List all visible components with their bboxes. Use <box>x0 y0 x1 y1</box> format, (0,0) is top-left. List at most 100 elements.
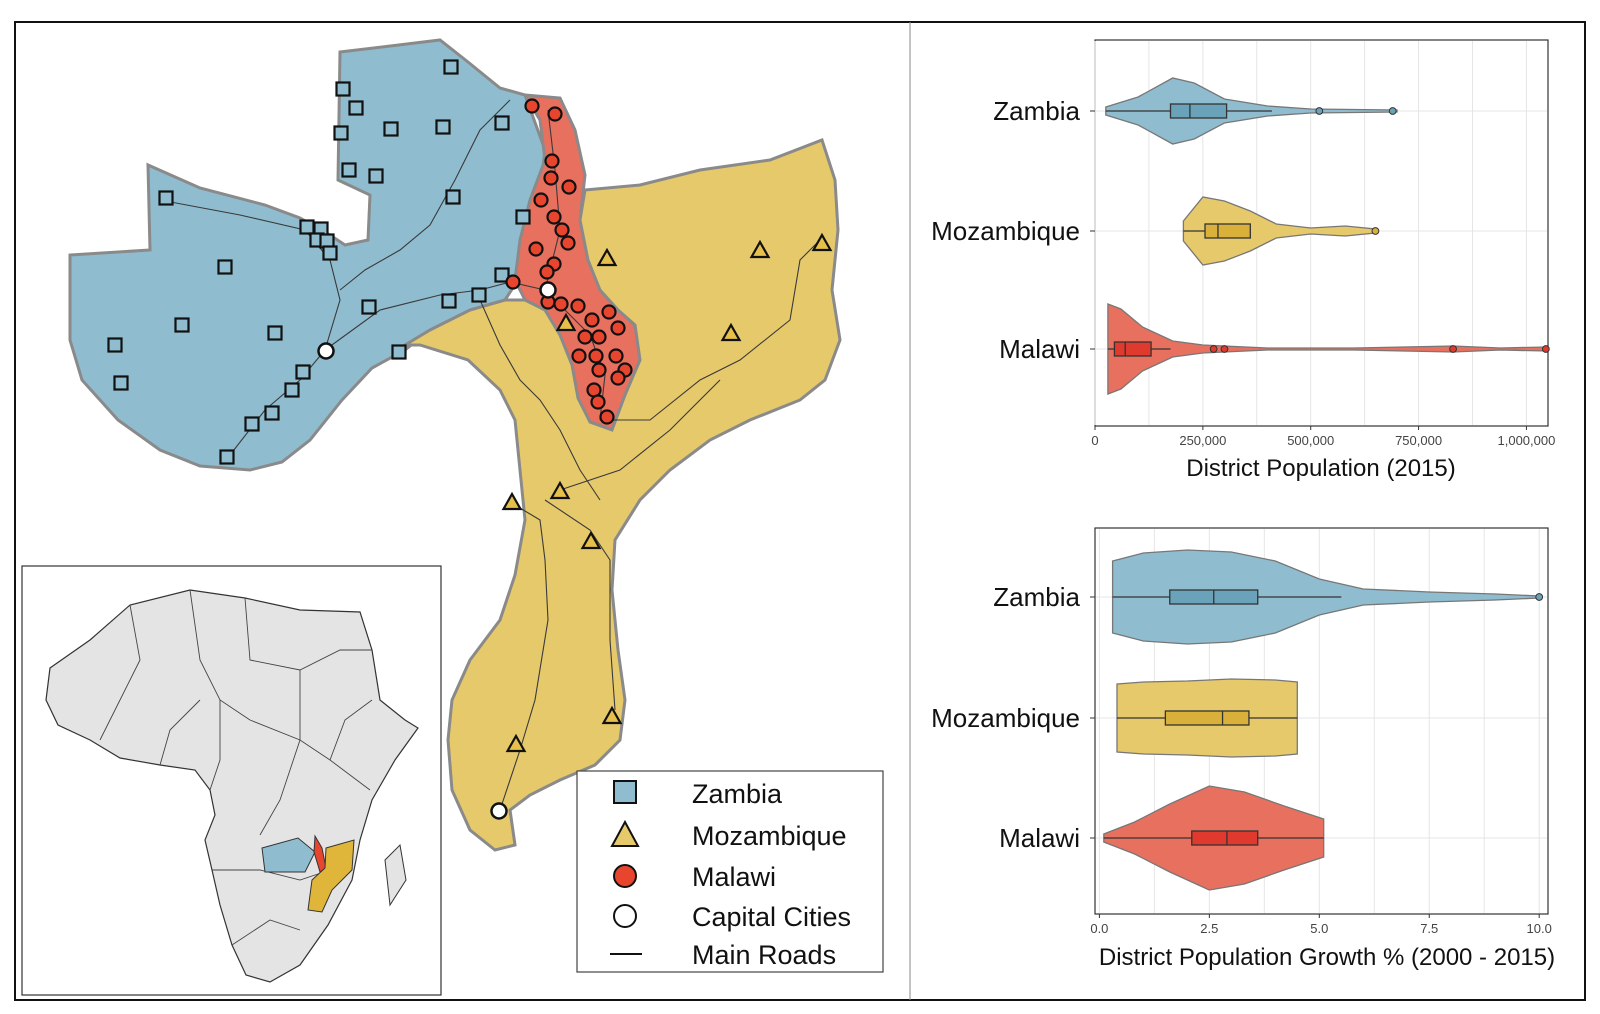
x-tick-label: 0 <box>1091 433 1098 448</box>
zambia-district-marker <box>244 416 260 432</box>
zambia-district-marker <box>445 189 461 205</box>
outlier-point <box>1220 345 1229 353</box>
capital-maputo <box>490 802 508 820</box>
zambia-district-marker <box>113 375 129 391</box>
box-zambia <box>1169 103 1228 119</box>
category-label-mozambique: Mozambique <box>931 703 1080 733</box>
malawi-district-marker <box>543 170 559 186</box>
x-tick-label: 500,000 <box>1287 433 1334 448</box>
mozambique-district-marker <box>555 312 577 332</box>
malawi-district-marker <box>591 329 607 345</box>
malawi-district-marker <box>528 241 544 257</box>
mozambique-district-marker <box>505 733 527 753</box>
malawi-district-marker <box>533 192 549 208</box>
map-legend: Zambia Mozambique Malawi Capital Cities … <box>576 770 884 973</box>
malawi-district-marker <box>553 296 569 312</box>
malawi-district-marker <box>539 264 555 280</box>
inset-madagascar <box>384 843 407 907</box>
mozambique-district-marker <box>596 247 618 267</box>
capital-lusaka <box>317 342 335 360</box>
square-marker-icon <box>613 780 637 804</box>
x-tick-label: 5.0 <box>1310 921 1328 936</box>
zambia-district-marker <box>348 100 364 116</box>
regional-map: Zambia Mozambique Malawi Capital Cities … <box>21 38 884 996</box>
outlier-point <box>1388 107 1397 115</box>
malawi-district-markers <box>505 98 633 425</box>
malawi-district-marker <box>570 298 586 314</box>
outlier-point <box>1541 345 1550 353</box>
legend-label-mozambique: Mozambique <box>692 821 847 851</box>
violins-top <box>1105 77 1550 395</box>
country-borders <box>99 589 373 946</box>
zambia-district-marker <box>494 115 510 131</box>
zambia-district-marker <box>361 299 377 315</box>
zambia-district-marker <box>494 267 510 283</box>
malawi-district-marker <box>610 320 626 336</box>
malawi-district-marker <box>547 106 563 122</box>
hollow-circle-icon <box>613 904 637 928</box>
zambia-district-marker <box>443 59 459 75</box>
x-axis-title-bottom: District Population Growth % (2000 - 201… <box>1099 944 1555 971</box>
mozambique-district-marker <box>720 322 742 342</box>
box-mozambique <box>1164 710 1250 726</box>
category-label-malawi: Malawi <box>999 823 1080 853</box>
outlier-point <box>1371 227 1380 235</box>
malawi-district-marker <box>590 394 606 410</box>
zambia-district-marker <box>267 325 283 341</box>
population-violin-chart: Zambia Mozambique Malawi 0 250,000 500,000 75… <box>931 39 1556 482</box>
box-malawi <box>1191 830 1259 846</box>
zambia-district-marker <box>299 219 315 235</box>
zambia-district-marker <box>219 449 235 465</box>
malawi-district-marker <box>524 98 540 114</box>
legend-label-capitals: Capital Cities <box>692 902 851 932</box>
malawi-district-marker <box>561 179 577 195</box>
box-malawi <box>1113 341 1152 357</box>
inset-zambia <box>261 837 316 873</box>
category-label-zambia: Zambia <box>993 582 1080 612</box>
zambia-district-marker <box>322 245 338 261</box>
zambia-district-markers <box>107 59 531 465</box>
malawi-district-marker <box>601 304 617 320</box>
outlier-point <box>1209 345 1218 353</box>
x-tick-label: 1,000,000 <box>1498 433 1556 448</box>
malawi-district-marker <box>560 235 576 251</box>
malawi-district-marker <box>546 209 562 225</box>
zambia-district-marker <box>368 168 384 184</box>
mozambique-district-marker <box>549 480 571 500</box>
triangle-marker-icon <box>610 819 640 847</box>
mozambique-district-marker <box>811 232 833 252</box>
outlier-point <box>1449 345 1457 353</box>
zambia-district-marker <box>158 190 174 206</box>
category-label-mozambique: Mozambique <box>931 216 1080 246</box>
malawi-district-marker <box>505 274 521 290</box>
zambia-district-marker <box>107 337 123 353</box>
zambia-district-marker <box>333 125 349 141</box>
malawi-district-marker <box>544 153 560 169</box>
malawi-district-marker <box>599 409 615 425</box>
legend-label-malawi: Malawi <box>692 862 776 892</box>
x-tick-label: 250,000 <box>1179 433 1226 448</box>
violins-bottom <box>1103 549 1544 891</box>
malawi-district-marker <box>584 312 600 328</box>
box-mozambique <box>1204 223 1251 239</box>
capital-lilongwe <box>539 281 557 299</box>
zambia-district-marker <box>383 121 399 137</box>
category-labels-bottom: Zambia Mozambique Malawi <box>931 582 1095 853</box>
malawi-district-marker <box>591 362 607 378</box>
zambia-district-marker <box>391 344 407 360</box>
mozambique-district-marker <box>749 239 771 259</box>
outlier-point <box>1535 593 1544 601</box>
malawi-district-marker <box>608 348 624 364</box>
mozambique-region <box>399 138 842 852</box>
outlier-point <box>1315 107 1324 115</box>
zambia-district-marker <box>295 364 311 380</box>
malawi-district-marker <box>610 370 626 386</box>
x-tick-label: 0.0 <box>1090 921 1108 936</box>
mozambique-district-marker <box>601 705 623 725</box>
category-label-malawi: Malawi <box>999 334 1080 364</box>
inset-mozambique <box>307 839 355 913</box>
circle-marker-icon <box>613 864 637 888</box>
tick-labels-bottom: 0.0 2.5 5.0 7.5 10.0 <box>1090 914 1552 936</box>
x-tick-label: 750,000 <box>1395 433 1442 448</box>
